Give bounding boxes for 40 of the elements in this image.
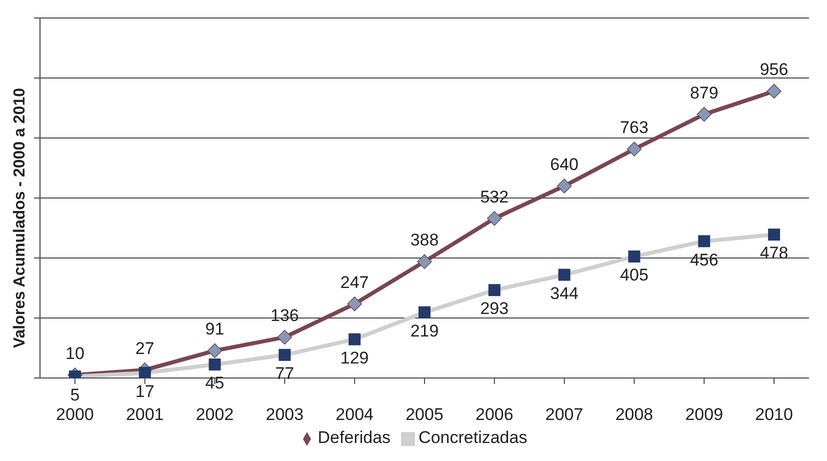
point bbox=[347, 296, 362, 312]
legend-label: Concretizadas bbox=[418, 428, 528, 447]
data-label: 344 bbox=[550, 284, 579, 303]
data-label: 5 bbox=[70, 386, 80, 405]
data-label: 640 bbox=[550, 155, 579, 174]
point bbox=[417, 254, 432, 269]
data-label: 91 bbox=[205, 320, 224, 339]
x-tick-label: 2003 bbox=[266, 405, 304, 424]
data-label: 763 bbox=[620, 118, 648, 138]
data-label: 405 bbox=[620, 266, 648, 285]
x-tick-label: 2004 bbox=[336, 405, 374, 424]
data-label: 956 bbox=[760, 60, 788, 80]
x-tick-label: 2002 bbox=[196, 405, 234, 424]
y-axis-title: Valores Acumulados - 2000 a 2010 bbox=[12, 88, 29, 348]
point bbox=[556, 178, 572, 194]
data-label: 17 bbox=[135, 382, 154, 401]
x-tick-label: 2005 bbox=[406, 405, 444, 424]
point bbox=[277, 330, 292, 345]
legend-label: Deferidas bbox=[318, 428, 391, 447]
data-label: 388 bbox=[410, 230, 439, 250]
data-label: 45 bbox=[205, 374, 224, 393]
point bbox=[626, 142, 642, 156]
x-tick-label: 2001 bbox=[126, 405, 164, 424]
x-tick-label: 2009 bbox=[685, 405, 724, 424]
data-label: 27 bbox=[135, 338, 154, 358]
x-tick-label: 2000 bbox=[56, 405, 94, 424]
point bbox=[766, 84, 782, 99]
x-tick-label: 2006 bbox=[475, 405, 514, 424]
data-label: 293 bbox=[480, 299, 509, 318]
x-tick-label: 2008 bbox=[615, 405, 654, 424]
data-label: 129 bbox=[340, 348, 369, 368]
point bbox=[696, 106, 712, 122]
data-label: 10 bbox=[65, 344, 84, 363]
point bbox=[487, 211, 502, 226]
x-tick-label: 2007 bbox=[545, 405, 584, 424]
data-label: 219 bbox=[410, 321, 439, 340]
data-label: 247 bbox=[340, 272, 369, 292]
data-label: 879 bbox=[690, 83, 718, 102]
x-tick-label: 2010 bbox=[755, 405, 793, 424]
point bbox=[207, 343, 222, 358]
